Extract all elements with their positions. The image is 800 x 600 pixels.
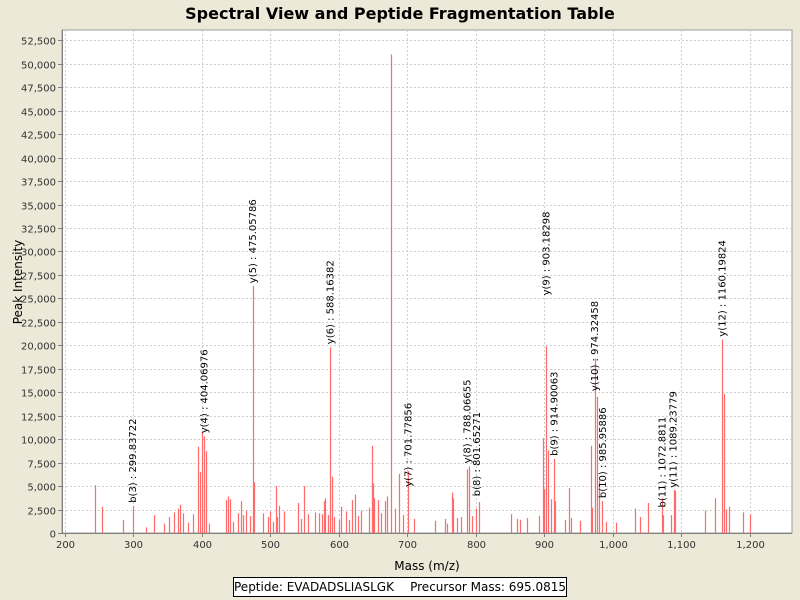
y-tick-label: 12,500	[21, 413, 56, 424]
grid-lines	[62, 30, 792, 533]
y-tick-label: 0	[50, 530, 56, 541]
x-tick-label: 700	[398, 540, 417, 551]
y-tick-label: 25,000	[21, 295, 56, 306]
peak-annotation-label: y(4) : 404.06976	[200, 349, 211, 433]
peak-annotation-label: b(8) : 801.65271	[472, 412, 483, 496]
x-tick-label: 800	[467, 540, 486, 551]
y-tick-label: 17,500	[21, 366, 56, 377]
peak-series	[94, 54, 752, 533]
y-tick-label: 7,500	[27, 460, 56, 471]
chart-title: Spectral View and Peptide Fragmentation …	[185, 4, 615, 23]
y-tick-label: 35,000	[21, 202, 56, 213]
legend-box: Peptide: EVADADSLIASLGK Precursor Mass: …	[233, 577, 567, 597]
peak-annotations: b(3) : 299.83722 y(4) : 404.06976 y(5) : 4…	[128, 199, 728, 507]
x-tick-label: 600	[330, 540, 349, 551]
peak-annotation-label: y(9) : 903.18298	[541, 212, 552, 296]
y-tick-label: 50,000	[21, 61, 56, 72]
x-tick-label: 300	[124, 540, 143, 551]
peak-annotation-label: y(12) : 1160.19824	[717, 240, 728, 337]
x-tick-label: 1,000	[599, 540, 628, 551]
y-tick-label: 40,000	[21, 155, 56, 166]
x-tick-label: 200	[56, 540, 75, 551]
y-tick-label: 45,000	[21, 108, 56, 119]
peak-annotation-label: b(10) : 985.95886	[598, 407, 609, 498]
peak-annotation-label: y(10) : 974.32458	[590, 301, 601, 391]
peak-annotation-label: y(8) : 788.06655	[463, 380, 474, 464]
axes: 0 2,500 5,000 7,500 10,000 12,500 15,000 17,500…	[21, 30, 792, 551]
y-tick-label: 52,500	[21, 37, 56, 48]
peak-annotation-label: b(9) : 914.90063	[549, 372, 560, 456]
y-axis-label: Peak Intensity	[11, 240, 25, 325]
peptide-label: Peptide: EVADADSLIASLGK	[234, 580, 394, 594]
x-axis-label: Mass (m/z)	[394, 559, 459, 573]
y-tick-label: 20,000	[21, 342, 56, 353]
y-tick-label: 47,500	[21, 84, 56, 95]
peak-annotation-label: y(11) : 1089.23779	[669, 391, 680, 488]
peak-annotation-label: y(5) : 475.05786	[248, 199, 259, 283]
y-tick-label: 37,500	[21, 178, 56, 189]
y-tick-label: 15,000	[21, 389, 56, 400]
plot-area	[61, 29, 793, 534]
x-tick-label: 900	[535, 540, 554, 551]
peak-annotation-label: b(11) : 1072.8811	[658, 417, 669, 508]
y-tick-label: 32,500	[21, 225, 56, 236]
y-tick-label: 22,500	[21, 319, 56, 330]
x-tick-label: 400	[193, 540, 212, 551]
y-tick-label: 42,500	[21, 131, 56, 142]
x-tick-label: 1,200	[736, 540, 765, 551]
precursor-mass-label: Precursor Mass: 695.0815	[410, 580, 566, 594]
y-tick-label: 2,500	[27, 507, 56, 518]
y-tick-label: 30,000	[21, 248, 56, 259]
y-tick-label: 5,000	[27, 483, 56, 494]
y-tick-label: 27,500	[21, 272, 56, 283]
x-tick-label: 1,100	[667, 540, 696, 551]
x-tick-label: 500	[261, 540, 280, 551]
y-tick-label: 10,000	[21, 436, 56, 447]
peak-annotation-label: y(6) : 588.16382	[326, 260, 337, 344]
peak-annotation-label: b(3) : 299.83722	[128, 418, 139, 502]
peak-annotation-label: y(7) : 701.77856	[403, 403, 414, 487]
